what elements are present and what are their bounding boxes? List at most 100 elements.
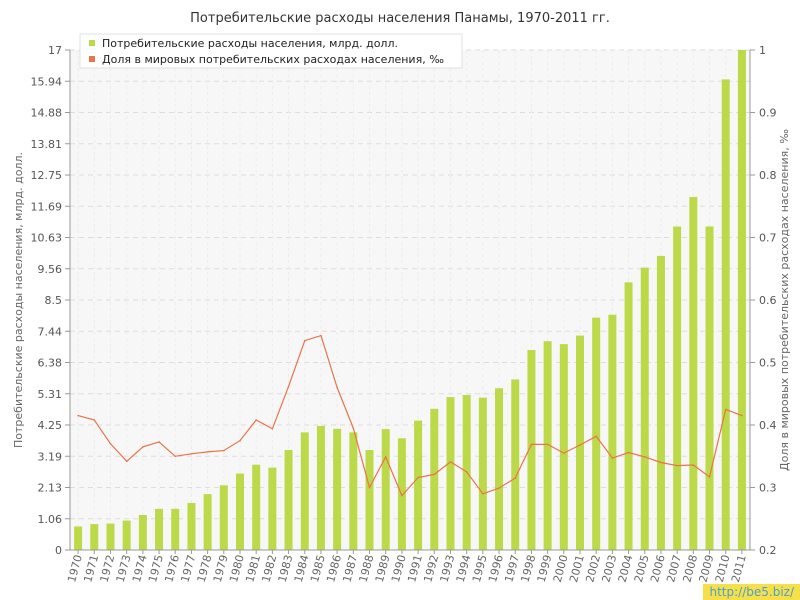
line-point xyxy=(417,476,419,479)
bar-series xyxy=(74,50,746,550)
y-tick-label: 2.13 xyxy=(38,482,63,495)
line-point xyxy=(320,334,322,337)
line-point xyxy=(482,492,484,495)
line-point xyxy=(303,339,306,342)
chart-title: Потребительские расходы населения Панамы… xyxy=(190,11,610,26)
line-path xyxy=(77,334,743,497)
bar xyxy=(705,226,714,550)
bar xyxy=(365,450,374,550)
line-point xyxy=(142,446,144,448)
y2-tick-label: 0.2 xyxy=(759,544,777,557)
y-tick-label: 9.56 xyxy=(38,263,63,276)
y-tick-label: 14.88 xyxy=(31,107,63,120)
bar xyxy=(737,50,746,550)
line-point xyxy=(433,473,436,476)
line-series xyxy=(77,334,743,497)
line-point xyxy=(223,449,225,452)
line-point xyxy=(368,486,371,489)
legend-bar-swatch xyxy=(89,40,95,46)
line-point xyxy=(206,451,209,453)
bar xyxy=(106,523,115,550)
bar xyxy=(316,425,325,550)
bar xyxy=(203,494,212,550)
line-point xyxy=(465,471,468,473)
y-tick-label: 6.38 xyxy=(38,357,63,370)
y-tick-label: 5.31 xyxy=(38,388,63,401)
line-point xyxy=(93,419,96,421)
y2-axis-label: Доля в мировых потребительских расходах … xyxy=(778,129,791,471)
y-tick-label: 3.19 xyxy=(38,450,63,463)
bar xyxy=(219,485,228,550)
bar xyxy=(559,344,568,550)
y-tick-label: 4.25 xyxy=(38,419,63,432)
bar xyxy=(624,282,633,550)
line-point xyxy=(498,487,500,489)
line-point xyxy=(336,386,338,389)
line-point xyxy=(514,477,517,479)
y2-tick-label: 0.7 xyxy=(759,232,777,245)
axes: 01.062.133.194.255.316.387.448.59.5610.6… xyxy=(31,44,777,584)
y2-tick-label: 0.3 xyxy=(759,482,777,495)
line-point xyxy=(530,443,533,446)
bar xyxy=(284,450,293,550)
y2-tick-label: 0.8 xyxy=(759,169,777,182)
bar xyxy=(543,341,552,550)
bar xyxy=(446,397,455,550)
line-point xyxy=(660,461,662,464)
bar xyxy=(640,267,649,550)
legend-bar-label: Потребительские расходы населения, млрд.… xyxy=(102,37,398,50)
line-point xyxy=(546,443,549,446)
bar xyxy=(673,226,682,550)
line-point xyxy=(239,439,241,442)
line-point xyxy=(109,442,112,445)
y-tick-label: 8.5 xyxy=(45,294,63,307)
bar xyxy=(138,515,147,550)
watermark-link[interactable]: http://be5.biz/ xyxy=(703,584,800,600)
line-point xyxy=(287,385,290,388)
line-point xyxy=(384,456,387,458)
bar xyxy=(430,408,439,550)
line-point xyxy=(190,452,193,455)
line-point xyxy=(611,457,614,459)
bar xyxy=(381,429,390,550)
legend: Потребительские расходы населения, млрд.… xyxy=(79,33,463,69)
line-point xyxy=(627,451,630,454)
bar xyxy=(511,379,520,550)
line-point xyxy=(449,461,452,463)
bar xyxy=(90,524,99,550)
y-tick-label: 17 xyxy=(48,44,62,57)
bar xyxy=(592,317,601,550)
line-point xyxy=(125,460,128,463)
bar xyxy=(252,464,261,550)
line-point xyxy=(271,427,274,430)
line-point xyxy=(724,408,727,411)
bar xyxy=(689,197,698,550)
line-point xyxy=(158,441,160,443)
line-point xyxy=(174,455,177,458)
y-axis-label: Потребительские расходы населения, млрд.… xyxy=(12,152,25,448)
plot-area xyxy=(70,50,750,550)
bar xyxy=(171,508,180,550)
y-tick-label: 0 xyxy=(55,544,62,557)
bar xyxy=(268,467,277,550)
bar xyxy=(608,314,617,550)
line-point xyxy=(692,464,695,466)
bar xyxy=(527,350,536,550)
line-point xyxy=(708,476,711,478)
bar xyxy=(187,502,196,550)
y2-tick-label: 0.5 xyxy=(759,357,777,370)
y2-tick-label: 0.4 xyxy=(759,419,777,432)
line-point xyxy=(401,494,403,497)
y-tick-label: 12.75 xyxy=(31,169,63,182)
line-point xyxy=(676,464,678,467)
bar xyxy=(414,420,423,550)
y-tick-label: 15.94 xyxy=(31,75,63,88)
bar xyxy=(495,388,504,550)
bar xyxy=(74,526,83,550)
y-tick-label: 10.63 xyxy=(31,232,63,245)
legend-box xyxy=(79,33,463,69)
bar xyxy=(122,520,131,550)
line-point xyxy=(579,444,581,446)
line-point xyxy=(595,435,597,438)
